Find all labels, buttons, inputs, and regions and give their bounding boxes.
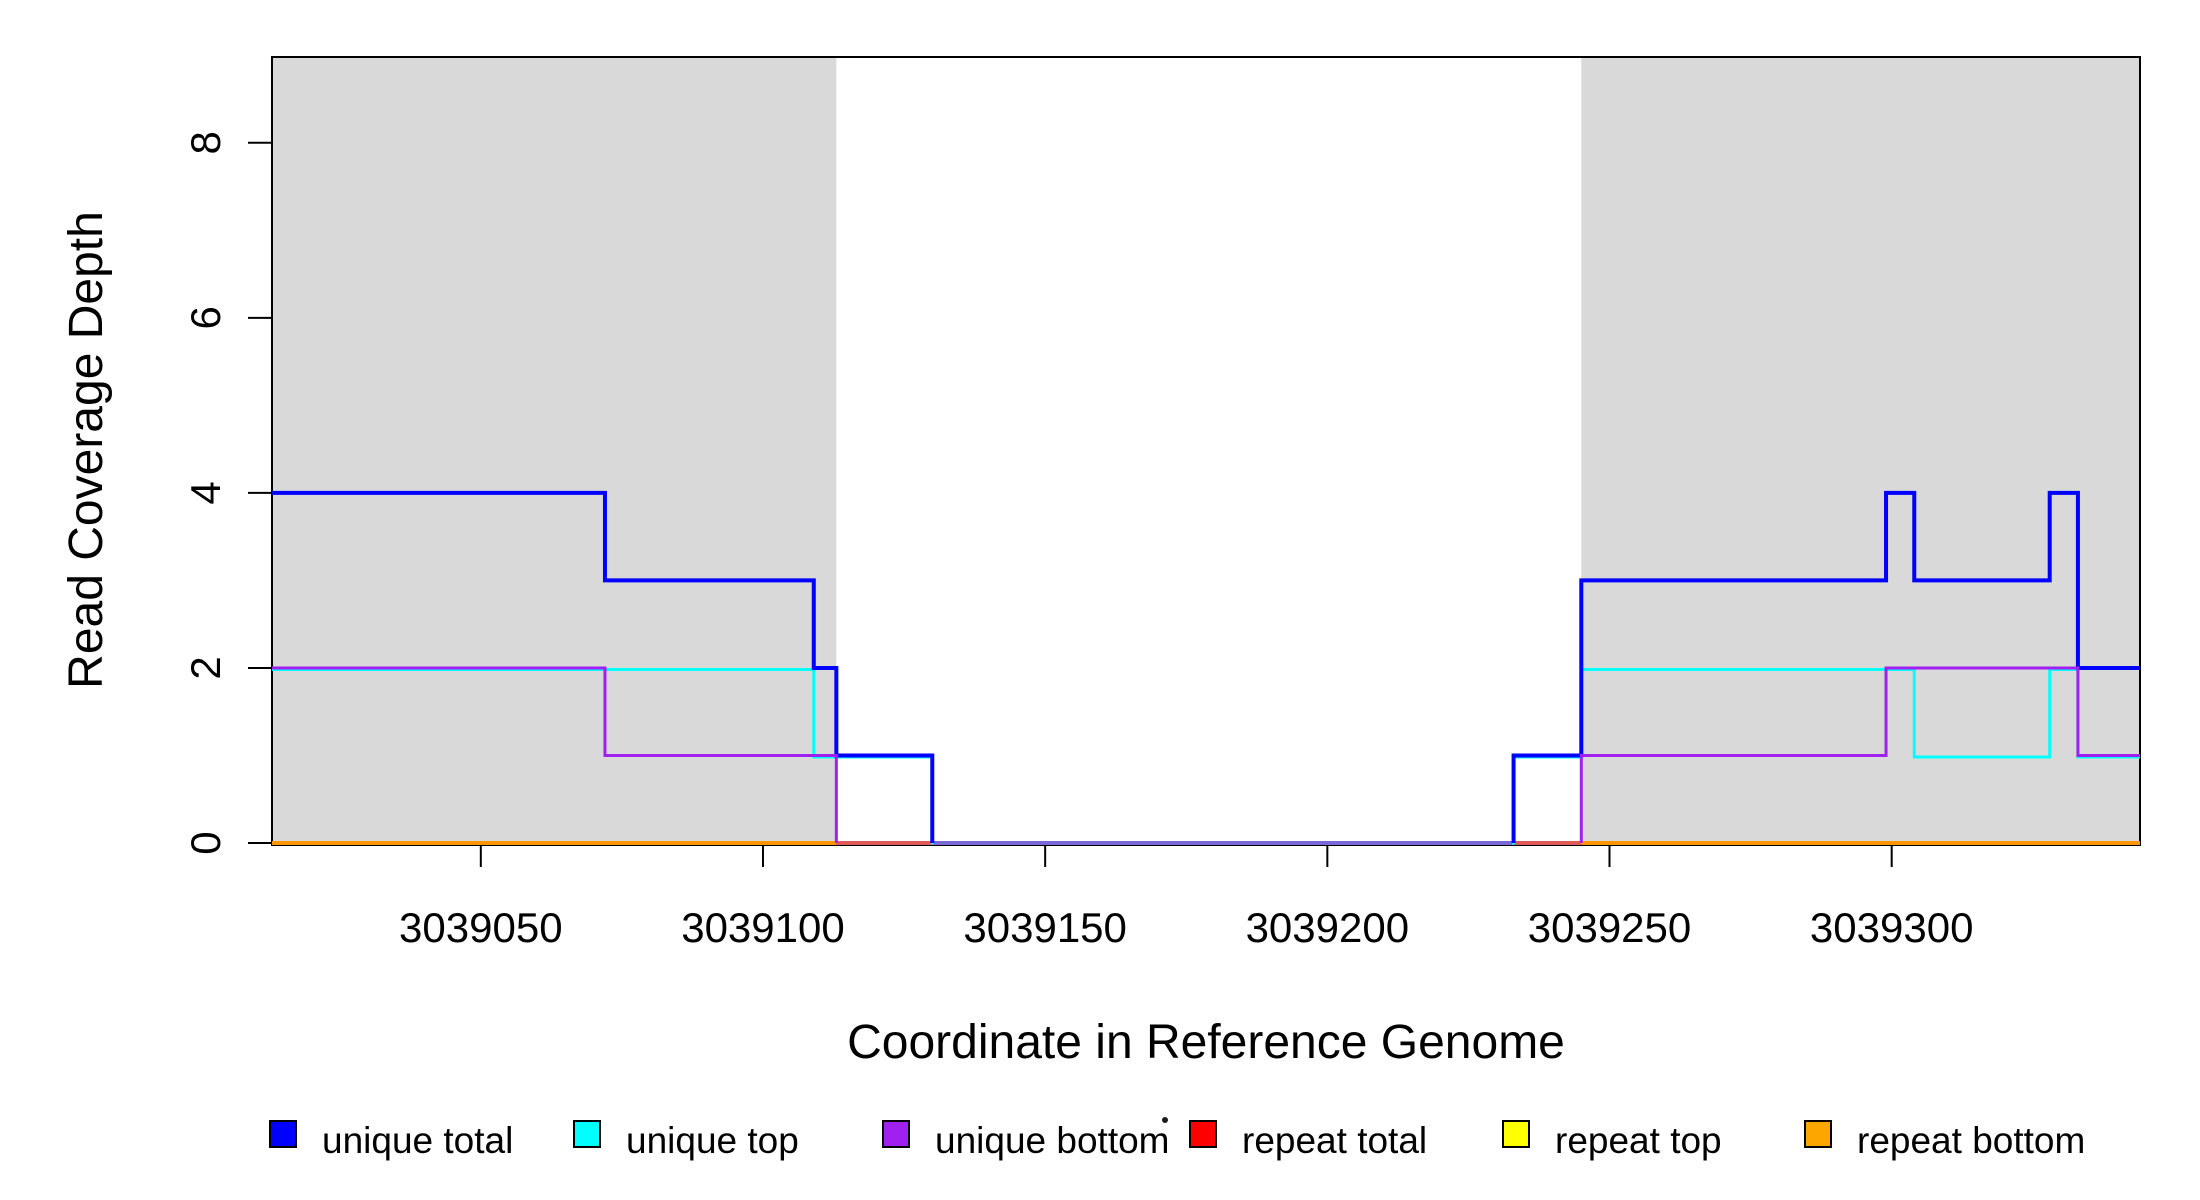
series-line-unique-bottom	[1579, 666, 2140, 843]
repeat-region-left	[272, 57, 837, 845]
x-axis: 3039050 3039100 3039150 3039200 3039250 30393…	[399, 845, 1973, 951]
x-axis-title: Coordinate in Reference Genome	[847, 1016, 1565, 1069]
legend-label-repeat-bottom: repeat bottom	[1857, 1120, 2085, 1161]
y-tick-label: 8	[182, 131, 229, 154]
legend-label-repeat-total: repeat total	[1242, 1120, 1427, 1161]
axis-titles: Coordinate in Reference Genome Read Cover…	[60, 211, 1565, 1069]
y-tick-label: 0	[182, 831, 229, 854]
y-tick-label: 2	[182, 656, 229, 679]
repeat-shaded-regions	[272, 57, 2140, 845]
y-axis: 0 2 4 6 8	[182, 131, 272, 855]
legend-label-unique-top: unique top	[626, 1120, 799, 1161]
legend-label-unique-total: unique total	[322, 1120, 513, 1161]
legend-swatch-unique-bottom	[882, 1120, 910, 1148]
y-tick-label: 4	[182, 481, 229, 504]
legend-swatch-repeat-top	[1502, 1120, 1530, 1148]
legend-label-repeat-top: repeat top	[1555, 1120, 1722, 1161]
x-tick-label: 3039300	[1810, 904, 1974, 951]
series-line-unique-bottom	[272, 666, 838, 843]
series-line-unique-total	[272, 490, 935, 843]
legend: unique total unique top unique bottom repea…	[269, 1117, 2085, 1161]
repeat-region-right	[1581, 57, 2140, 845]
legend-swatch-repeat-total	[1189, 1120, 1217, 1148]
x-tick-label: 3039200	[1246, 904, 1410, 951]
legend-swatch-unique-top	[573, 1120, 601, 1148]
coverage-step-lines	[272, 490, 2140, 845]
y-tick-label: 6	[182, 306, 229, 329]
x-tick-label: 3039250	[1528, 904, 1692, 951]
x-tick-label: 3039100	[681, 904, 845, 951]
x-tick-label: 3039150	[963, 904, 1127, 951]
stray-dot	[1162, 1117, 1168, 1123]
legend-swatch-unique-total	[269, 1120, 297, 1148]
legend-label-unique-bottom: unique bottom	[935, 1120, 1170, 1161]
legend-swatch-repeat-bottom	[1804, 1120, 1832, 1148]
x-tick-label: 3039050	[399, 904, 563, 951]
y-axis-title: Read Coverage Depth	[60, 211, 113, 689]
